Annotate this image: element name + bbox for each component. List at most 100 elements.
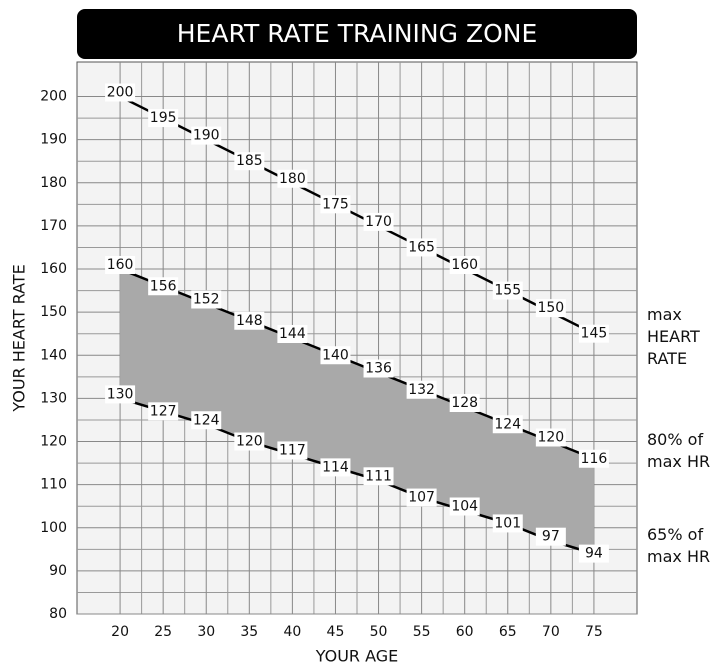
label-bg [449,394,480,412]
y-tick-label: 120 [40,434,67,450]
data-label: 116 [581,451,608,467]
label-bg [277,325,308,343]
series-label: max HEART RATE [647,304,700,368]
x-axis-title: YOUR AGE [315,647,399,666]
y-tick-label: 170 [40,218,67,234]
x-tick-label: 45 [327,624,345,640]
x-tick-label: 50 [370,624,388,640]
label-bg [105,83,136,102]
x-tick-label: 20 [111,624,129,640]
data-label: 94 [585,546,603,562]
y-tick-label: 130 [40,390,67,406]
x-tick-label: 60 [456,624,474,640]
data-label: 132 [408,382,435,398]
x-tick-label: 65 [499,624,517,640]
label-bg [363,212,394,231]
chart-title: HEART RATE TRAINING ZONE [177,19,538,48]
label-bg [492,281,523,300]
series-label: 65% of max HR [647,524,711,566]
label-bg [578,544,609,563]
data-label: 156 [150,278,177,294]
y-tick-label: 100 [40,520,67,536]
label-bg [578,324,609,343]
x-tick-label: 25 [154,624,172,640]
label-bg [363,359,394,378]
data-label: 127 [150,403,177,419]
data-label: 160 [107,257,134,273]
data-label: 97 [542,529,560,545]
label-bg [578,449,609,468]
data-label: 130 [107,386,134,402]
data-label: 145 [581,326,608,342]
data-label: 185 [236,153,263,169]
label-bg [277,441,308,460]
label-bg [320,346,351,365]
y-tick-label: 200 [40,89,67,105]
zone-area [120,269,594,554]
data-label: 128 [451,395,478,411]
data-label: 165 [408,239,435,255]
x-tick-label: 75 [585,624,603,640]
label-bg [234,311,265,330]
label-bg [191,411,222,430]
y-tick-label: 190 [40,132,67,148]
label-bg [148,109,179,128]
y-axis-title: YOUR HEART RATE [10,264,29,412]
data-label: 155 [494,283,521,299]
y-tick-label: 90 [49,563,67,579]
series-label: 80% of max HR [647,429,711,471]
title-bar [77,9,637,59]
y-tick-label: 140 [40,347,67,363]
label-bg [492,415,523,434]
x-tick-label: 55 [413,624,431,640]
label-bg [320,458,351,477]
data-label: 152 [193,292,220,308]
label-bg [449,256,480,274]
label-bg [105,385,136,404]
label-bg [234,432,265,451]
y-tick-label: 110 [40,477,67,493]
y-tick-label: 150 [40,304,67,320]
data-label: 101 [494,515,521,531]
label-bg [148,402,179,421]
x-tick-label: 30 [197,624,215,640]
label-bg [277,169,308,188]
data-label: 114 [322,459,349,475]
data-label: 107 [408,490,435,506]
y-tick-label: 180 [40,175,67,191]
label-bg [234,152,265,171]
data-label: 140 [322,347,349,363]
data-label: 124 [494,416,521,432]
data-label: 170 [365,214,392,230]
x-tick-label: 70 [542,624,560,640]
label-bg [105,256,136,274]
data-label: 160 [451,257,478,273]
label-bg [492,514,523,533]
label-bg [406,380,437,399]
label-bg [535,428,566,447]
label-bg [363,467,394,486]
label-bg [535,299,566,318]
x-tick-label: 35 [240,624,258,640]
label-bg [535,527,566,546]
data-label: 136 [365,361,392,377]
label-bg [320,195,351,214]
data-label: 148 [236,313,263,329]
data-label: 144 [279,326,306,342]
data-label: 120 [537,430,564,446]
data-label: 195 [150,110,177,126]
data-label: 117 [279,442,306,458]
label-bg [191,290,222,309]
label-bg [191,126,222,145]
x-tick-label: 40 [283,624,301,640]
data-label: 104 [451,499,478,515]
data-label: 150 [537,300,564,316]
label-bg [148,277,179,296]
data-label: 200 [107,85,134,101]
label-bg [406,488,437,507]
data-label: 111 [365,468,392,484]
data-label: 190 [193,128,220,144]
y-tick-label: 80 [49,606,67,622]
data-label: 180 [279,171,306,187]
